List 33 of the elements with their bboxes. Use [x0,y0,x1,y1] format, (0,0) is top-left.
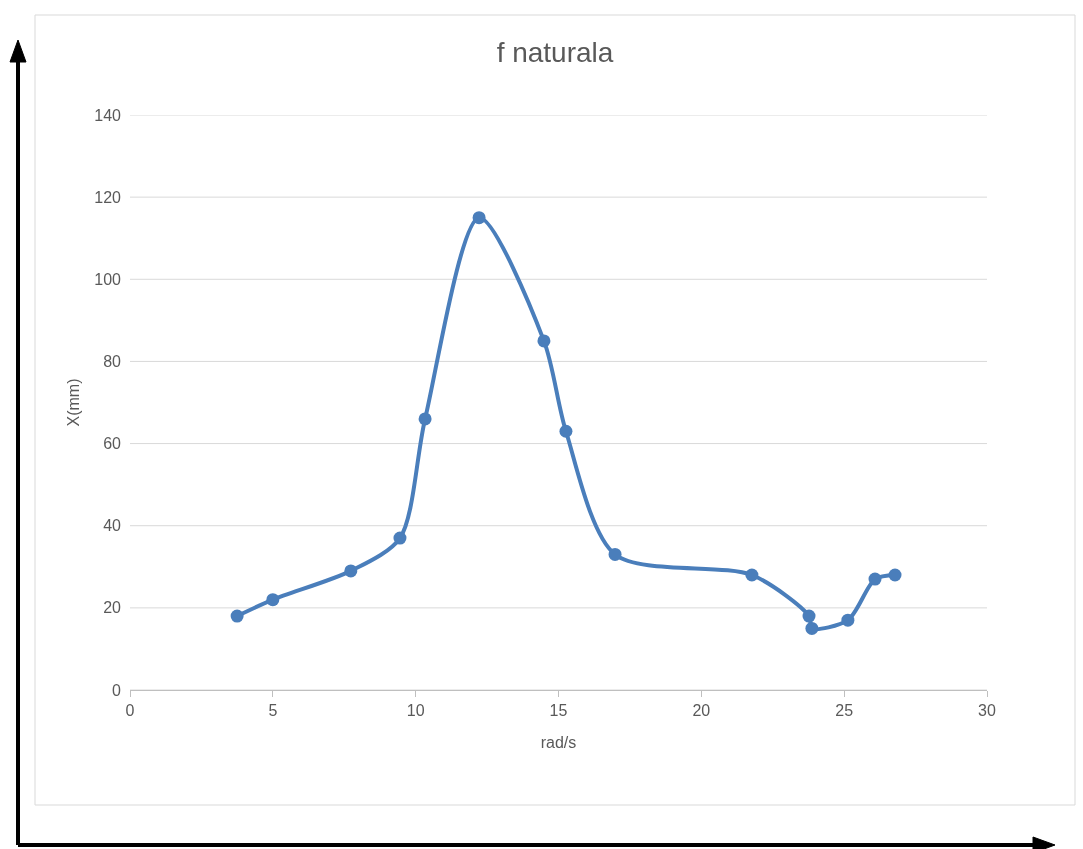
point [802,609,816,623]
y-tick-label: 40 [103,517,122,535]
y-axis-title: X(mm) [65,378,83,427]
y-tick-label: 0 [112,681,122,699]
y-tick-label: 120 [94,188,122,206]
x-tick-label: 30 [978,702,996,720]
point [841,613,855,627]
point [805,621,819,635]
point [559,424,573,438]
x-tick-label: 25 [835,702,854,720]
y-tick-label: 60 [103,435,122,453]
x-tick-label: 10 [406,702,425,720]
point [418,412,432,426]
point [472,211,486,225]
point [608,547,622,561]
point [230,609,244,623]
point [888,568,902,582]
point [344,564,358,578]
point [393,531,407,545]
x-tick-label: 20 [692,702,711,720]
x-tick-label: 0 [125,702,135,720]
y-tick-label: 100 [94,270,122,288]
point [745,568,759,582]
point [868,572,882,586]
point [266,593,280,607]
y-tick-label: 80 [103,353,122,371]
x-tick-label: 15 [549,702,568,720]
x-axis-title: rad/s [540,733,577,751]
y-tick-label: 140 [94,106,122,124]
chart-title: f naturala [496,36,614,68]
y-tick-label: 20 [103,599,122,617]
x-tick-label: 5 [268,702,278,720]
point [537,334,551,348]
